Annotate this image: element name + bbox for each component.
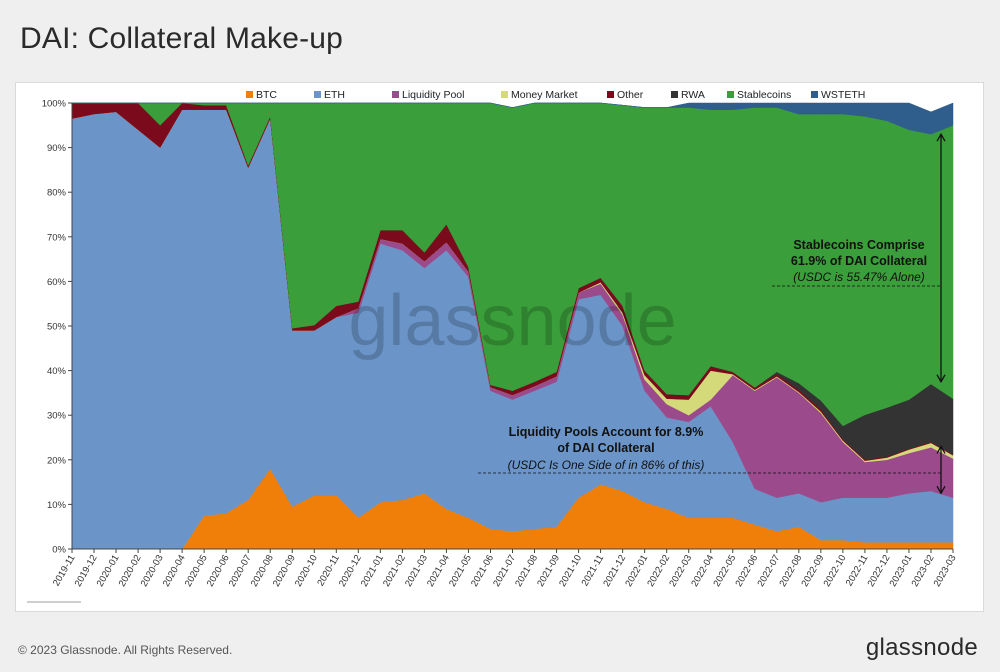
legend-swatch-liquidity-pool	[392, 91, 399, 98]
legend-label-btc: BTC	[256, 89, 277, 101]
legend-swatch-btc	[246, 91, 253, 98]
annotation-text-liquidity: of DAI Collateral	[557, 441, 654, 455]
legend-label-stablecoins: Stablecoins	[737, 89, 791, 101]
legend-swatch-eth	[314, 91, 321, 98]
y-tick-label: 20%	[47, 455, 67, 466]
series-area-wsteth	[72, 102, 954, 135]
legend: BTC ETH Liquidity Pool Money Market Other RWA…	[246, 89, 865, 101]
arrowhead-top	[936, 132, 946, 142]
legend-label-liquidity-pool: Liquidity Pool	[402, 89, 464, 101]
y-tick-label: 50%	[47, 322, 67, 333]
legend-swatch-stablecoins	[727, 91, 734, 98]
area-layers	[71, 102, 954, 550]
y-tick-label: 90%	[47, 143, 67, 154]
y-tick-label: 40%	[47, 366, 67, 377]
legend-label-wsteth: WSTETH	[821, 89, 865, 101]
arrowhead-bottom	[936, 485, 946, 495]
annotation-text-liquidity: Liquidity Pools Account for 8.9%	[509, 425, 704, 439]
legend-label-rwa: RWA	[681, 89, 705, 101]
legend-label-money-market: Money Market	[511, 89, 578, 101]
legend-swatch-rwa	[671, 91, 678, 98]
scroll-indicator	[27, 601, 81, 603]
copyright-text: © 2023 Glassnode. All Rights Reserved.	[18, 643, 233, 657]
chart-card: glassnode 0% 10% 20% 30% 40% 50% 60% 70% 80% 90% 10…	[15, 82, 984, 612]
y-tick-label: 10%	[47, 500, 67, 511]
annotation-note-liquidity: (USDC Is One Side of in 86% of this)	[508, 458, 705, 472]
arrowhead-bottom	[936, 374, 946, 384]
legend-label-other: Other	[617, 89, 644, 101]
annotation-note-stablecoins: (USDC is 55.47% Alone)	[793, 270, 925, 284]
page-title: DAI: Collateral Make-up	[20, 22, 344, 55]
annotation-text-stablecoins: Stablecoins Comprise	[793, 238, 924, 252]
annotation-text-stablecoins: 61.9% of DAI Collateral	[791, 254, 927, 268]
annotation-stablecoins: Stablecoins Comprise 61.9% of DAI Collate…	[772, 132, 946, 384]
y-tick-label: 30%	[47, 411, 67, 422]
annotation-liquidity-pools: Liquidity Pools Account for 8.9% of DAI C…	[478, 425, 946, 495]
y-tick-label: 60%	[47, 277, 67, 288]
legend-label-eth: ETH	[324, 89, 345, 101]
legend-swatch-money-market	[501, 91, 508, 98]
y-tick-label: 70%	[47, 232, 67, 243]
y-tick-label: 0%	[52, 545, 66, 556]
glassnode-logo: glassnode	[865, 634, 978, 661]
y-tick-label: 80%	[47, 188, 67, 199]
collateral-area-chart: glassnode 0% 10% 20% 30% 40% 50% 60% 70% 80% 90% 10…	[42, 89, 959, 589]
y-tick-label: 100%	[42, 99, 67, 110]
arrowhead-top	[936, 445, 946, 454]
watermark: glassnode	[348, 281, 676, 361]
legend-swatch-wsteth	[811, 91, 818, 98]
legend-swatch-other	[607, 91, 614, 98]
